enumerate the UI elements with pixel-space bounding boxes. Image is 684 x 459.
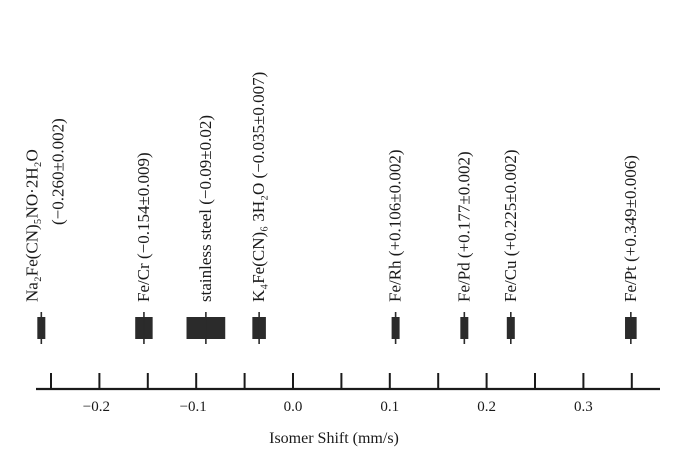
data-points <box>37 312 637 344</box>
x-axis-label: Isomer Shift (mm/s) <box>269 430 399 447</box>
x-tick-label: −0.2 <box>83 399 110 415</box>
point-label: stainless steel (−0.09±0.02) <box>196 115 215 302</box>
x-tick-label: 0.0 <box>284 399 303 415</box>
point-label: Fe/Pt (+0.349±0.006) <box>621 155 640 302</box>
x-tick-label: 0.1 <box>380 399 399 415</box>
point-label: K₄Fe(CN)₆ 3H₂O (−0.035±0.007) <box>249 72 268 302</box>
x-axis-tick-labels: −0.2 −0.1 0.0 0.1 0.2 0.3 <box>83 399 593 415</box>
point-labels: Na₂Fe(CN)₅NO·2H₂O (−0.260±0.002) Fe/Cr (−0… <box>22 72 640 302</box>
point-label: Fe/Cu (+0.225±0.002) <box>501 149 520 302</box>
point-label-value: (−0.260±0.002) <box>48 118 67 225</box>
x-axis-ticks <box>50 373 633 389</box>
point-label: Fe/Cr (−0.154±0.009) <box>134 152 153 302</box>
x-tick-label: 0.2 <box>477 399 496 415</box>
x-tick-label: 0.3 <box>574 399 593 415</box>
x-tick-label: −0.1 <box>180 399 207 415</box>
point-label: Fe/Rh (+0.106±0.002) <box>386 149 405 302</box>
point-label: Fe/Pd (+0.177±0.002) <box>454 151 473 302</box>
point-label: Na₂Fe(CN)₅NO·2H₂O <box>22 149 41 302</box>
